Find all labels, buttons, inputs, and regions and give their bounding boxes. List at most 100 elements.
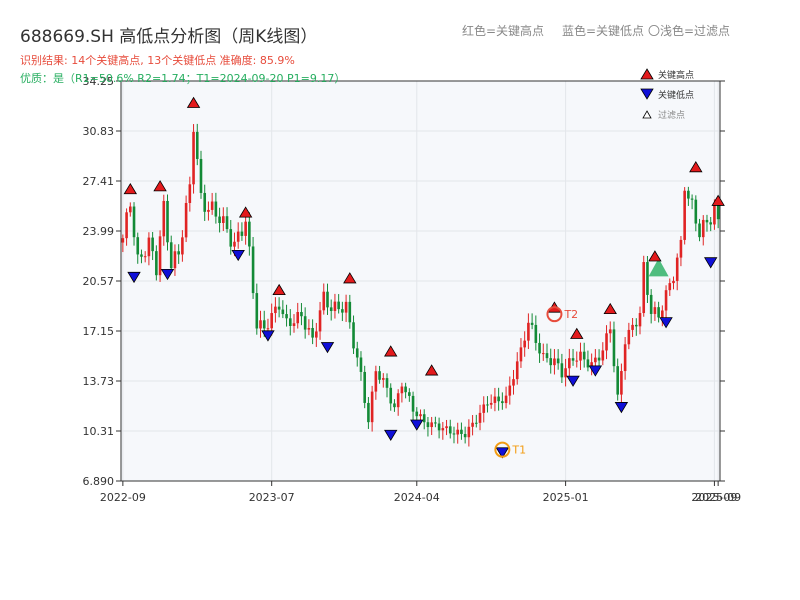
candle-up xyxy=(445,426,448,429)
candle-up xyxy=(222,216,225,223)
candle-down xyxy=(240,231,244,236)
candle-up xyxy=(631,324,634,330)
candle-up xyxy=(590,362,593,368)
candle-down xyxy=(709,222,713,225)
candle-down xyxy=(352,322,355,349)
candle-up xyxy=(233,241,236,247)
key-low-marker xyxy=(566,375,580,387)
candle-down xyxy=(203,192,207,212)
chart-title: 688669.SH 高低点分析图（周K线图） xyxy=(20,27,318,47)
x-tick-label: 2025-09 xyxy=(691,491,737,504)
y-tick-label: 10.31 xyxy=(83,425,115,438)
candle-up xyxy=(679,239,683,258)
y-tick-label: 23.99 xyxy=(83,225,115,238)
candle-down xyxy=(534,324,538,343)
key-high-marker xyxy=(603,302,617,315)
candle-up xyxy=(192,131,195,185)
candle-down xyxy=(367,402,370,423)
candle-up xyxy=(207,209,210,212)
key-low-marker xyxy=(588,365,603,377)
candle-down xyxy=(277,306,281,310)
candle-up xyxy=(162,200,166,237)
candle-down xyxy=(326,291,329,308)
candle-up xyxy=(608,329,612,334)
candle-up xyxy=(344,301,348,313)
candle-up xyxy=(493,396,497,403)
candle-down xyxy=(329,307,333,312)
key-low-marker xyxy=(160,269,175,281)
candle-up xyxy=(266,328,270,330)
key-low-marker xyxy=(703,257,718,269)
candle-up xyxy=(605,333,608,351)
key-low-marker xyxy=(231,249,245,262)
candle-down xyxy=(657,307,660,318)
candle-up xyxy=(274,306,277,314)
red-triangle-up-icon xyxy=(640,68,654,80)
candle-up xyxy=(471,422,474,427)
candle-down xyxy=(363,371,366,403)
candle-down xyxy=(262,320,266,329)
candle-down xyxy=(255,293,259,329)
candle-up xyxy=(504,395,508,404)
x-tick-label: 2022-09 xyxy=(100,491,146,504)
candle-up xyxy=(512,379,515,386)
y-tick-label: 27.41 xyxy=(83,175,115,188)
key-high-marker xyxy=(186,96,201,108)
legend-item-filtered: 过滤点 xyxy=(640,104,694,124)
candle-down xyxy=(460,429,463,434)
candle-down xyxy=(214,201,218,217)
candle-down xyxy=(199,158,203,193)
key-high-marker xyxy=(689,161,703,173)
candle-down xyxy=(155,251,158,276)
candle-down xyxy=(616,366,619,395)
candle-down xyxy=(195,131,199,159)
candle-down xyxy=(716,204,720,220)
candle-up xyxy=(396,393,400,408)
candle-up xyxy=(456,429,460,435)
candle-down xyxy=(169,242,173,269)
candle-up xyxy=(564,368,567,378)
candle-down xyxy=(556,358,560,364)
candle-down xyxy=(649,294,653,314)
candle-down xyxy=(549,358,553,366)
candle-up xyxy=(482,404,486,413)
candle-down xyxy=(486,404,489,406)
candle-down xyxy=(426,422,430,428)
key-low-marker xyxy=(384,429,398,441)
filtered-point-marker xyxy=(648,258,669,277)
candle-up xyxy=(400,386,404,394)
x-tick-label: 2024-04 xyxy=(394,491,440,504)
candle-up xyxy=(478,412,482,423)
candle-up xyxy=(158,236,162,276)
candle-down xyxy=(634,324,638,327)
x-tick-label: 2025-01 xyxy=(543,491,589,504)
candle-up xyxy=(620,371,623,395)
candle-up xyxy=(333,301,337,312)
candle-down xyxy=(497,396,500,402)
candle-down xyxy=(140,254,143,257)
key-high-marker xyxy=(424,364,439,376)
candle-down xyxy=(437,423,441,431)
candle-down xyxy=(646,262,649,295)
x-tick-label: 2025-09 xyxy=(695,491,741,504)
key-low-marker xyxy=(410,419,424,431)
candle-down xyxy=(422,414,426,423)
candle-down xyxy=(136,237,140,255)
candle-down xyxy=(582,351,586,360)
candle-up xyxy=(515,361,519,380)
candle-down xyxy=(545,353,549,359)
candle-up xyxy=(292,323,296,326)
key-low-marker xyxy=(495,447,510,459)
y-tick-label: 13.73 xyxy=(83,375,115,388)
candle-down xyxy=(300,312,303,317)
candle-down xyxy=(389,387,393,404)
candle-down xyxy=(229,229,233,247)
legend-red-high: 红色=关键高点 xyxy=(462,24,545,38)
y-tick-label: 17.15 xyxy=(83,325,115,338)
plot-frame xyxy=(120,80,721,482)
candle-down xyxy=(378,371,381,380)
candle-down xyxy=(463,433,467,438)
candle-down xyxy=(225,216,229,230)
quality-summary: 优质：是（R1=50.6% R2=1.74；T1=2024-09-20 P1=9… xyxy=(20,72,346,85)
candle-up xyxy=(430,422,433,428)
